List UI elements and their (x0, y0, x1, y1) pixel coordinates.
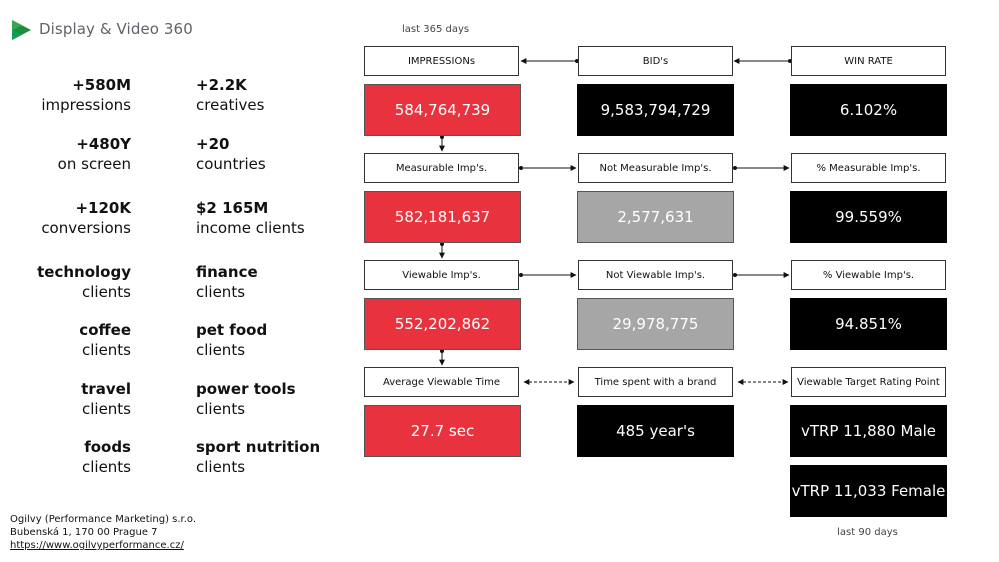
value-impressions: 584,764,739 (364, 84, 521, 136)
stat-impressions: +580M impressions (0, 75, 131, 115)
label-win-rate: WIN RATE (791, 46, 946, 76)
stat-value: +480Y (76, 135, 131, 153)
company-footer: Ogilvy (Performance Marketing) s.r.o. Bu… (10, 513, 196, 552)
connector-bids-to-impressions (520, 58, 579, 64)
stat-power-tools: power tools clients (196, 379, 366, 419)
stat-caption: clients (196, 283, 246, 301)
display-video-360-logo-icon (12, 20, 31, 40)
company-address: Bubenská 1, 170 00 Prague 7 (10, 527, 158, 538)
stat-caption: countries (196, 155, 266, 173)
label-not-viewable: Not Viewable Imp's. (578, 260, 733, 290)
stat-caption: impressions (41, 96, 131, 114)
stat-caption: clients (196, 400, 246, 418)
connector-measurable-to-not-measurable (519, 165, 577, 171)
label-measurable: Measurable Imp's. (364, 153, 519, 183)
stat-caption: clients (81, 400, 131, 418)
stat-value: +580M (72, 76, 131, 94)
value-win-rate: 6.102% (790, 84, 947, 136)
stat-value: technology (37, 263, 131, 281)
connector-measurable-to-viewable (439, 242, 445, 259)
stat-creatives: +2.2K creatives (196, 75, 366, 115)
stat-on-screen: +480Y on screen (0, 134, 131, 174)
stat-caption: income clients (196, 219, 305, 237)
stat-caption: clients (196, 458, 246, 476)
stat-countries: +20 countries (196, 134, 366, 174)
value-not-viewable: 29,978,775 (577, 298, 734, 350)
connector-winrate-to-bids (733, 58, 792, 64)
label-avg-viewable-time: Average Viewable Time (364, 367, 519, 397)
value-vtrp-male: vTRP 11,880 Male (790, 405, 947, 457)
connector-viewable-to-avg-time (439, 349, 445, 366)
stat-value: power tools (196, 380, 296, 398)
value-bids: 9,583,794,729 (577, 84, 734, 136)
stat-sport-nutrition: sport nutrition clients (196, 437, 366, 477)
stat-caption: clients (196, 341, 246, 359)
stat-value: +120K (75, 199, 131, 217)
stat-caption: clients (81, 283, 131, 301)
stat-value: +2.2K (196, 76, 247, 94)
value-not-measurable: 2,577,631 (577, 191, 734, 243)
stat-caption: clients (81, 341, 131, 359)
connector-viewable-to-not-viewable (519, 272, 577, 278)
value-viewable: 552,202,862 (364, 298, 521, 350)
label-bids: BID's (578, 46, 733, 76)
label-impressions: IMPRESSIONs (364, 46, 519, 76)
label-vtrp: Viewable Target Rating Point (791, 367, 946, 397)
value-time-with-brand: 485 year's (577, 405, 734, 457)
value-pct-viewable: 94.851% (790, 298, 947, 350)
stat-travel: travel clients (0, 379, 131, 419)
brand-title: Display & Video 360 (39, 20, 193, 38)
label-time-with-brand: Time spent with a brand (578, 367, 733, 397)
stat-conversions: +120K conversions (0, 198, 131, 238)
stat-value: $2 165M (196, 199, 269, 217)
period-bottom: last 90 days (837, 527, 898, 538)
label-pct-viewable: % Viewable Imp's. (791, 260, 946, 290)
stat-value: sport nutrition (196, 438, 321, 456)
label-pct-measurable: % Measurable Imp's. (791, 153, 946, 183)
period-top: last 365 days (402, 24, 470, 35)
stat-pet-food: pet food clients (196, 320, 366, 360)
stat-caption: conversions (41, 219, 131, 237)
stat-caption: on screen (57, 155, 131, 173)
value-avg-viewable-time: 27.7 sec (364, 405, 521, 457)
company-website-link[interactable]: https://www.ogilvyperformance.cz/ (10, 540, 184, 551)
stat-caption: creatives (196, 96, 265, 114)
company-name: Ogilvy (Performance Marketing) s.r.o. (10, 514, 197, 525)
stat-caption: clients (81, 458, 131, 476)
stat-value: travel (81, 380, 131, 398)
stat-foods: foods clients (0, 437, 131, 477)
stat-coffee: coffee clients (0, 320, 131, 360)
value-measurable: 582,181,637 (364, 191, 521, 243)
connector-not-measurable-to-pct (733, 165, 790, 171)
stat-value: +20 (196, 135, 230, 153)
stat-value: foods (84, 438, 131, 456)
label-viewable: Viewable Imp's. (364, 260, 519, 290)
stat-value: finance (196, 263, 258, 281)
stat-technology: technology clients (0, 262, 131, 302)
value-pct-measurable: 99.559% (790, 191, 947, 243)
stat-value: coffee (79, 321, 131, 339)
connector-impressions-to-measurable (439, 135, 445, 152)
stat-value: pet food (196, 321, 268, 339)
connector-not-viewable-to-pct (733, 272, 790, 278)
stat-finance: finance clients (196, 262, 366, 302)
value-vtrp-female: vTRP 11,033 Female (790, 465, 947, 517)
stat-income: $2 165M income clients (196, 198, 366, 238)
label-not-measurable: Not Measurable Imp's. (578, 153, 733, 183)
